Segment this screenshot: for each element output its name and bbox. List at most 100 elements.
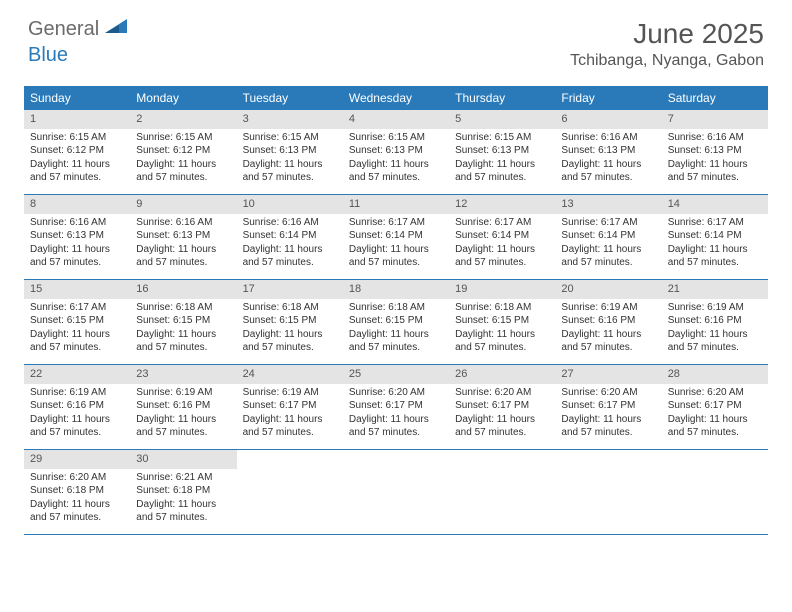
day-body: Sunrise: 6:15 AMSunset: 6:13 PMDaylight:… xyxy=(237,129,343,189)
daylight-line2: and 57 minutes. xyxy=(136,341,230,355)
sunrise-text: Sunrise: 6:15 AM xyxy=(455,131,549,145)
day-number: 18 xyxy=(343,280,449,299)
day-cell: 15Sunrise: 6:17 AMSunset: 6:15 PMDayligh… xyxy=(24,280,130,364)
weekday-friday: Friday xyxy=(555,87,661,110)
daylight-line2: and 57 minutes. xyxy=(136,426,230,440)
day-body: Sunrise: 6:19 AMSunset: 6:16 PMDaylight:… xyxy=(662,299,768,359)
day-cell: 17Sunrise: 6:18 AMSunset: 6:15 PMDayligh… xyxy=(237,280,343,364)
day-cell: 23Sunrise: 6:19 AMSunset: 6:16 PMDayligh… xyxy=(130,365,236,449)
week-row: 8Sunrise: 6:16 AMSunset: 6:13 PMDaylight… xyxy=(24,195,768,280)
sunset-text: Sunset: 6:18 PM xyxy=(136,484,230,498)
day-cell: 3Sunrise: 6:15 AMSunset: 6:13 PMDaylight… xyxy=(237,110,343,194)
sunset-text: Sunset: 6:13 PM xyxy=(561,144,655,158)
weekday-sunday: Sunday xyxy=(24,87,130,110)
day-body: Sunrise: 6:18 AMSunset: 6:15 PMDaylight:… xyxy=(130,299,236,359)
daylight-line1: Daylight: 11 hours xyxy=(561,413,655,427)
daylight-line2: and 57 minutes. xyxy=(455,171,549,185)
sunrise-text: Sunrise: 6:15 AM xyxy=(243,131,337,145)
daylight-line2: and 57 minutes. xyxy=(455,256,549,270)
sunset-text: Sunset: 6:15 PM xyxy=(30,314,124,328)
sunset-text: Sunset: 6:14 PM xyxy=(243,229,337,243)
day-body: Sunrise: 6:20 AMSunset: 6:17 PMDaylight:… xyxy=(662,384,768,444)
sunset-text: Sunset: 6:15 PM xyxy=(349,314,443,328)
week-row: 22Sunrise: 6:19 AMSunset: 6:16 PMDayligh… xyxy=(24,365,768,450)
location: Tchibanga, Nyanga, Gabon xyxy=(570,52,764,70)
day-body: Sunrise: 6:20 AMSunset: 6:17 PMDaylight:… xyxy=(449,384,555,444)
daylight-line1: Daylight: 11 hours xyxy=(668,243,762,257)
day-cell: 16Sunrise: 6:18 AMSunset: 6:15 PMDayligh… xyxy=(130,280,236,364)
day-cell: 9Sunrise: 6:16 AMSunset: 6:13 PMDaylight… xyxy=(130,195,236,279)
daylight-line1: Daylight: 11 hours xyxy=(455,328,549,342)
day-body: Sunrise: 6:17 AMSunset: 6:14 PMDaylight:… xyxy=(449,214,555,274)
sunrise-text: Sunrise: 6:20 AM xyxy=(30,471,124,485)
day-cell: 27Sunrise: 6:20 AMSunset: 6:17 PMDayligh… xyxy=(555,365,661,449)
sunset-text: Sunset: 6:16 PM xyxy=(668,314,762,328)
week-row: 1Sunrise: 6:15 AMSunset: 6:12 PMDaylight… xyxy=(24,110,768,195)
daylight-line1: Daylight: 11 hours xyxy=(561,328,655,342)
daylight-line1: Daylight: 11 hours xyxy=(136,413,230,427)
weekday-row: Sunday Monday Tuesday Wednesday Thursday… xyxy=(24,87,768,110)
sunset-text: Sunset: 6:14 PM xyxy=(349,229,443,243)
day-body: Sunrise: 6:15 AMSunset: 6:12 PMDaylight:… xyxy=(24,129,130,189)
daylight-line2: and 57 minutes. xyxy=(30,256,124,270)
logo-text-blue: Blue xyxy=(28,44,68,66)
daylight-line2: and 57 minutes. xyxy=(561,341,655,355)
week-row: 15Sunrise: 6:17 AMSunset: 6:15 PMDayligh… xyxy=(24,280,768,365)
calendar: Sunday Monday Tuesday Wednesday Thursday… xyxy=(24,86,768,535)
title-block: June 2025 Tchibanga, Nyanga, Gabon xyxy=(570,18,764,70)
sunset-text: Sunset: 6:13 PM xyxy=(668,144,762,158)
day-number: 24 xyxy=(237,365,343,384)
day-body: Sunrise: 6:20 AMSunset: 6:18 PMDaylight:… xyxy=(24,469,130,529)
day-body: Sunrise: 6:16 AMSunset: 6:13 PMDaylight:… xyxy=(555,129,661,189)
daylight-line1: Daylight: 11 hours xyxy=(349,243,443,257)
daylight-line2: and 57 minutes. xyxy=(561,256,655,270)
logo-text-general: General xyxy=(28,18,99,41)
daylight-line1: Daylight: 11 hours xyxy=(136,158,230,172)
day-number: 7 xyxy=(662,110,768,129)
sunrise-text: Sunrise: 6:20 AM xyxy=(561,386,655,400)
sunrise-text: Sunrise: 6:20 AM xyxy=(668,386,762,400)
sunrise-text: Sunrise: 6:19 AM xyxy=(561,301,655,315)
sunrise-text: Sunrise: 6:18 AM xyxy=(455,301,549,315)
sunset-text: Sunset: 6:17 PM xyxy=(243,399,337,413)
daylight-line2: and 57 minutes. xyxy=(668,256,762,270)
sunrise-text: Sunrise: 6:19 AM xyxy=(30,386,124,400)
day-cell xyxy=(449,450,555,534)
daylight-line2: and 57 minutes. xyxy=(136,511,230,525)
day-body: Sunrise: 6:17 AMSunset: 6:14 PMDaylight:… xyxy=(555,214,661,274)
daylight-line1: Daylight: 11 hours xyxy=(30,243,124,257)
sunset-text: Sunset: 6:17 PM xyxy=(455,399,549,413)
sunset-text: Sunset: 6:14 PM xyxy=(561,229,655,243)
day-cell: 18Sunrise: 6:18 AMSunset: 6:15 PMDayligh… xyxy=(343,280,449,364)
daylight-line1: Daylight: 11 hours xyxy=(136,328,230,342)
day-body: Sunrise: 6:18 AMSunset: 6:15 PMDaylight:… xyxy=(237,299,343,359)
day-body: Sunrise: 6:19 AMSunset: 6:17 PMDaylight:… xyxy=(237,384,343,444)
day-number: 22 xyxy=(24,365,130,384)
daylight-line2: and 57 minutes. xyxy=(668,171,762,185)
day-number: 28 xyxy=(662,365,768,384)
sunset-text: Sunset: 6:15 PM xyxy=(136,314,230,328)
sunrise-text: Sunrise: 6:17 AM xyxy=(561,216,655,230)
daylight-line1: Daylight: 11 hours xyxy=(30,328,124,342)
day-number: 29 xyxy=(24,450,130,469)
daylight-line2: and 57 minutes. xyxy=(243,341,337,355)
sunrise-text: Sunrise: 6:20 AM xyxy=(349,386,443,400)
triangle-icon xyxy=(105,19,127,40)
weekday-wednesday: Wednesday xyxy=(343,87,449,110)
sunrise-text: Sunrise: 6:15 AM xyxy=(30,131,124,145)
sunrise-text: Sunrise: 6:16 AM xyxy=(136,216,230,230)
weekday-tuesday: Tuesday xyxy=(237,87,343,110)
daylight-line1: Daylight: 11 hours xyxy=(136,243,230,257)
day-cell: 13Sunrise: 6:17 AMSunset: 6:14 PMDayligh… xyxy=(555,195,661,279)
weekday-saturday: Saturday xyxy=(662,87,768,110)
day-number: 8 xyxy=(24,195,130,214)
day-number: 15 xyxy=(24,280,130,299)
sunset-text: Sunset: 6:16 PM xyxy=(136,399,230,413)
day-number: 1 xyxy=(24,110,130,129)
day-number: 11 xyxy=(343,195,449,214)
day-cell: 22Sunrise: 6:19 AMSunset: 6:16 PMDayligh… xyxy=(24,365,130,449)
sunrise-text: Sunrise: 6:17 AM xyxy=(668,216,762,230)
day-number: 14 xyxy=(662,195,768,214)
day-cell: 29Sunrise: 6:20 AMSunset: 6:18 PMDayligh… xyxy=(24,450,130,534)
sunrise-text: Sunrise: 6:19 AM xyxy=(136,386,230,400)
